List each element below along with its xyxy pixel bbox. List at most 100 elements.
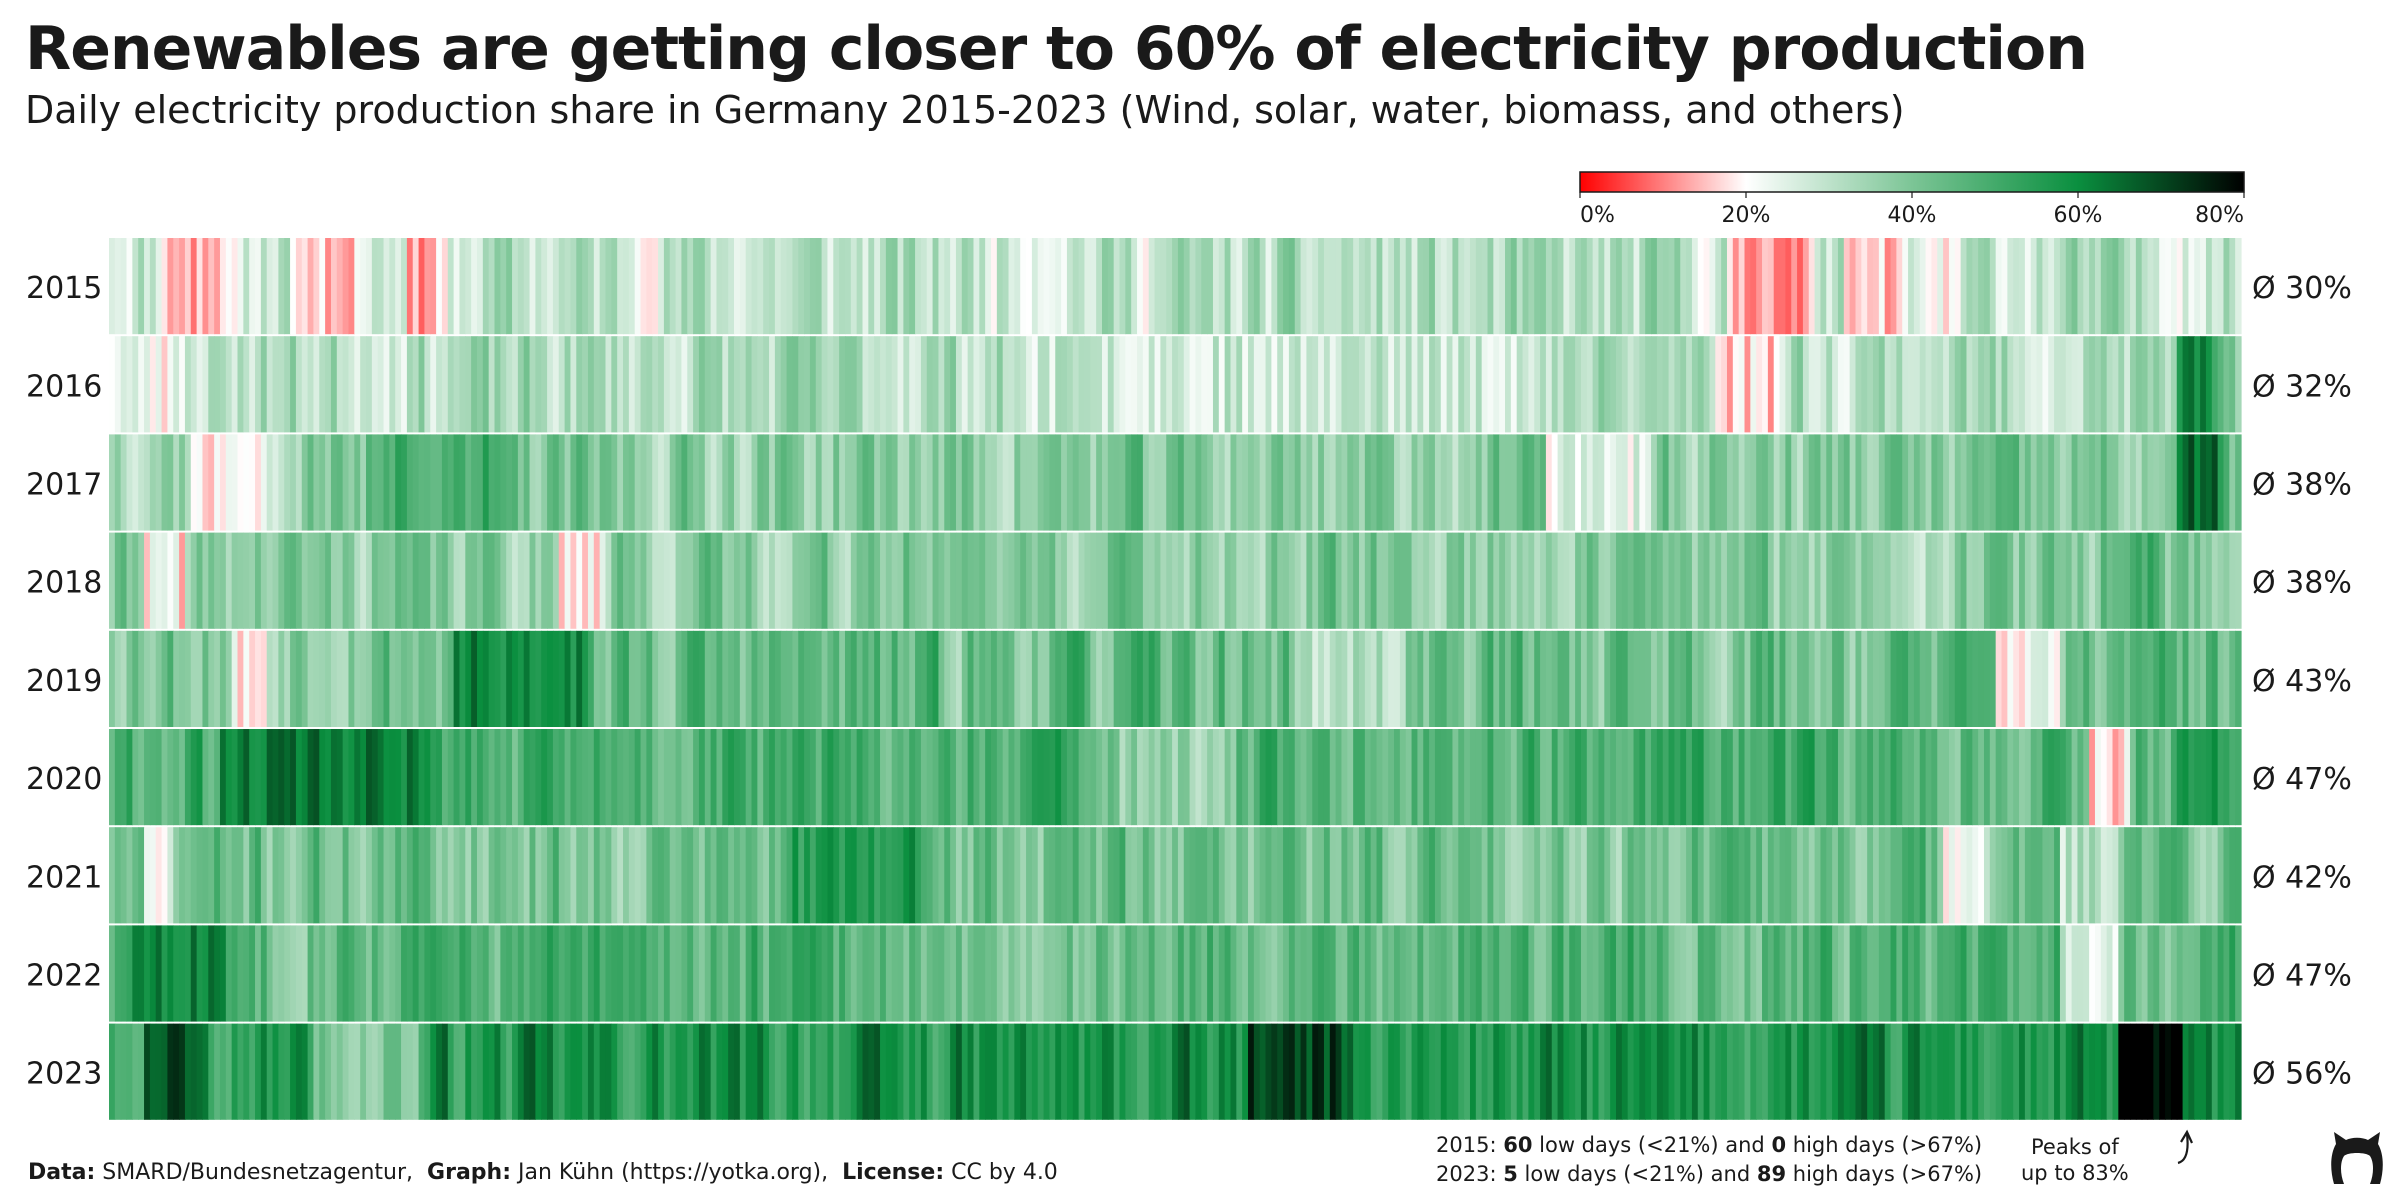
heatmap-cell [1908,630,1915,727]
heatmap-cell [558,434,566,531]
heatmap-cell [769,630,776,727]
heatmap-cell [1148,238,1156,335]
heatmap-cell [751,1023,758,1120]
heatmap-cell [1744,925,1751,1022]
heatmap-cell [1592,729,1600,826]
heatmap-cell [1376,336,1383,433]
heatmap-cell [2054,336,2061,433]
heatmap-cell [1545,729,1553,826]
heatmap-cell [786,238,794,335]
heatmap-cell [272,827,279,924]
heatmap-cell [587,238,595,335]
heatmap-cell [944,238,951,335]
heatmap-cell [173,925,180,1022]
heatmap-cell [780,630,788,727]
heatmap-cell [2100,630,2108,727]
heatmap-cell [1101,532,1109,629]
heatmap-cell [932,532,940,629]
heatmap-cell [1656,827,1664,924]
heatmap-cell [1487,729,1494,826]
heatmap-cell [1890,238,1897,335]
heatmap-cell [459,729,466,826]
heatmap-cell [208,827,215,924]
heatmap-cell [1867,532,1874,629]
heatmap-cell [2235,630,2242,727]
heatmap-cell [704,336,712,433]
heatmap-cell [552,336,560,433]
heatmap-cell [1271,1023,1278,1120]
heatmap-cell [1738,925,1746,1022]
heatmap-cell [1487,434,1494,531]
heatmap-cell [1878,1023,1886,1120]
heatmap-cell [1172,336,1179,433]
heatmap-cell [2229,925,2236,1022]
heatmap-cell [1972,1023,1979,1120]
heatmap-cell [1849,336,1857,433]
heatmap-cell [1645,336,1652,433]
heatmap-cell [342,827,350,924]
heatmap-cell [1078,827,1086,924]
heatmap-cell [2024,925,2032,1022]
heatmap-cell [1142,336,1150,433]
heatmap-cell [780,336,788,433]
heatmap-cell [319,1023,326,1120]
heatmap-cell [2147,729,2154,826]
heatmap-cell [1680,238,1687,335]
heatmap-cell [2211,336,2219,433]
heatmap-cell [453,238,461,335]
heatmap-cell [1055,925,1062,1022]
heatmap-cell [1411,1023,1418,1120]
heatmap-cell [1072,434,1080,531]
heatmap-cell [1008,1023,1015,1120]
heatmap-cell [1750,238,1757,335]
heatmap-cell [973,1023,980,1120]
heatmap-cell [1861,238,1868,335]
heatmap-cell [2054,1023,2061,1120]
heatmap-cell [2118,434,2125,531]
heatmap-cell [2001,729,2008,826]
heatmap-cell [1674,532,1681,629]
heatmap-cell [348,925,355,1022]
heatmap-cell [1394,1023,1401,1120]
heatmap-cell [2001,630,2008,727]
heatmap-cell [1031,238,1039,335]
heatmap-cell [1715,238,1722,335]
heatmap-cell [1621,1023,1629,1120]
heatmap-cell [611,827,618,924]
heatmap-cell [1131,925,1138,1022]
heatmap-cell [698,238,706,335]
heatmap-cell [1061,1023,1068,1120]
heatmap-cell [132,925,139,1022]
heatmap-cell [885,925,893,1022]
heatmap-cell [1832,925,1839,1022]
heatmap-cell [2077,238,2084,335]
heatmap-cell [885,532,893,629]
heatmap-cell [1318,630,1325,727]
heatmap-cell [517,1023,525,1120]
heatmap-cell [1475,434,1483,531]
heatmap-cell [307,238,315,335]
heatmap-cell [2130,827,2137,924]
heatmap-cell [494,827,501,924]
heatmap-cell [1890,1023,1897,1120]
heatmap-cell [1697,238,1705,335]
heatmap-cell [1814,532,1822,629]
heatmap-cell [862,1023,869,1120]
heatmap-cell [1265,532,1272,629]
heatmap-cell [1943,925,1950,1022]
heatmap-cell [1861,1023,1868,1120]
heatmap-cell [2036,434,2043,531]
heatmap-cell [1026,729,1033,826]
heatmap-cell [1691,532,1699,629]
heatmap-cell [1867,630,1874,727]
heatmap-cell [255,827,262,924]
heatmap-cell [1312,336,1319,433]
heatmap-cell [1697,630,1705,727]
heatmap-cell [1417,532,1424,629]
heatmap-cell [138,630,145,727]
heatmap-cell [1440,238,1448,335]
heatmap-cell [389,827,396,924]
heatmap-cell [1341,827,1348,924]
heatmap-cell [1873,434,1880,531]
heatmap-cell [1434,336,1442,433]
